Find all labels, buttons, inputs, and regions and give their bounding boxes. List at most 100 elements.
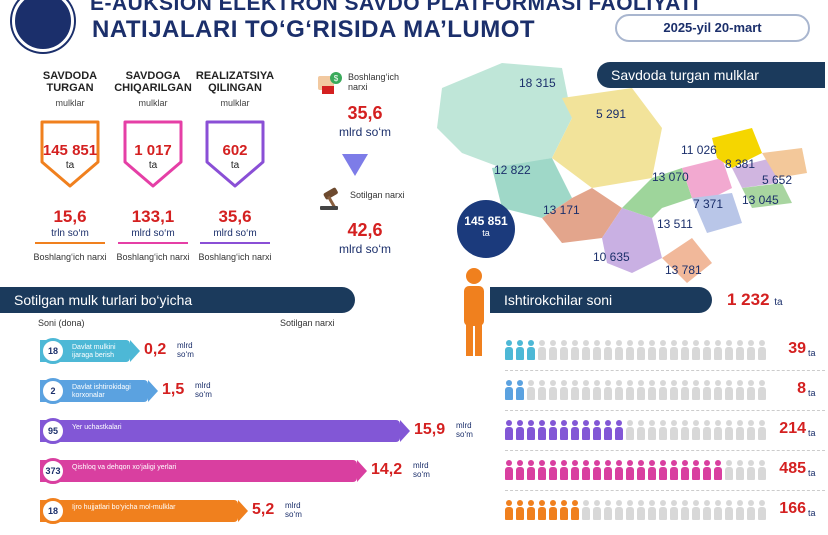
person-figure-icon — [692, 340, 700, 360]
person-figure-icon — [571, 460, 579, 480]
participant-divider — [505, 370, 825, 371]
person-figure-icon — [538, 500, 546, 520]
summary-value: 133,1 — [131, 207, 175, 226]
summary-value-unit: mlrd so‘m — [131, 228, 175, 239]
map-title: Savdoda turgan mulklar — [597, 62, 825, 88]
person-figure-icon — [505, 460, 513, 480]
person-figure-icon — [582, 420, 590, 440]
date-badge: 2025-yil 20-mart — [615, 14, 810, 42]
agency-logo — [12, 0, 74, 52]
type-bar — [40, 380, 148, 402]
person-figure-icon — [560, 380, 568, 400]
person-figure-icon — [549, 380, 557, 400]
person-figure-icon — [670, 420, 678, 440]
person-figure-icon — [571, 500, 579, 520]
region-value: 13 171 — [543, 203, 580, 217]
region-value: 12 822 — [494, 163, 531, 177]
person-figure-icon — [527, 420, 535, 440]
person-figure-icon — [505, 380, 513, 400]
person-figure-icon — [615, 380, 623, 400]
person-figure-icon — [593, 460, 601, 480]
region-value: 5 652 — [762, 173, 793, 187]
person-figure-icon — [714, 500, 722, 520]
person-figure-icon — [648, 420, 656, 440]
person-figure-icon — [571, 380, 579, 400]
summary-caption: Boshlang‘ich narxi — [198, 252, 272, 262]
person-figure-icon — [692, 380, 700, 400]
participant-row — [505, 380, 769, 405]
person-figure-icon — [736, 420, 744, 440]
map-total-badge: 145 851 ta — [457, 200, 515, 258]
person-figure-icon — [747, 380, 755, 400]
person-figure-icon — [758, 340, 766, 360]
person-figure-icon — [637, 420, 645, 440]
participant-unit: ta — [808, 508, 816, 518]
person-figure-icon — [648, 380, 656, 400]
person-figure-icon — [626, 460, 634, 480]
summary-count-unit: ta — [230, 160, 240, 171]
summary-value-unit: mlrd so‘m — [213, 228, 257, 239]
type-count: 18 — [40, 498, 66, 524]
person-figure-icon — [659, 340, 667, 360]
type-bar — [40, 500, 238, 522]
person-figure-icon — [593, 340, 601, 360]
person-figure-icon — [516, 420, 524, 440]
person-figure-icon — [549, 420, 557, 440]
person-figure-icon — [505, 500, 513, 520]
sold-price-unit: mlrd so‘m — [338, 242, 391, 256]
page-title-top: E-AUKSION ELEKTRON SAVDO PLATFORMASI FAO… — [90, 0, 700, 15]
participant-count: 8 — [797, 380, 806, 397]
type-unit-1: mlrd — [456, 421, 472, 430]
participant-unit: ta — [808, 468, 816, 478]
summary-subheading: mulklar — [138, 98, 168, 108]
person-figure-icon — [549, 460, 557, 480]
person-figure-icon — [736, 380, 744, 400]
person-figure-icon — [659, 420, 667, 440]
person-figure-icon — [538, 420, 546, 440]
participant-count: 485 — [779, 460, 806, 477]
summary-heading: SAVDODA TURGAN — [42, 70, 98, 94]
start-price-unit: mlrd so‘m — [338, 125, 391, 139]
type-label: Qishloq va dehqon xo‘jaligi yerlari — [72, 464, 177, 471]
person-figure-icon — [538, 460, 546, 480]
type-label: Ijro hujjatlari bo‘yicha mol-mulklar — [72, 504, 176, 511]
person-figure-icon — [560, 460, 568, 480]
person-figure-icon — [714, 420, 722, 440]
participants-total-unit: ta — [774, 297, 783, 308]
type-count: 2 — [40, 378, 66, 404]
participant-divider — [505, 450, 825, 451]
participant-count: 166 — [779, 500, 806, 517]
type-unit-2: so‘m — [413, 470, 430, 479]
person-figure-icon — [527, 460, 535, 480]
person-figure-icon — [692, 460, 700, 480]
summary-shield-icon — [38, 118, 102, 188]
person-figure-icon — [703, 420, 711, 440]
sold-price-value: 42,6 — [347, 220, 383, 240]
person-figure-icon — [604, 420, 612, 440]
type-label: Yer uchastkalari — [72, 424, 122, 431]
participant-unit: ta — [808, 388, 816, 398]
uzbekistan-map — [432, 58, 822, 288]
person-figure-icon — [582, 460, 590, 480]
type-bar-arrow — [130, 340, 140, 362]
person-figure-icon — [703, 340, 711, 360]
summary-heading: SAVDOGA CHIQARILGAN — [114, 70, 192, 94]
summary-subheading: mulklar — [55, 98, 85, 108]
region-value: 13 781 — [665, 263, 702, 277]
person-figure-icon — [725, 420, 733, 440]
participants-total-value: 1 232 — [727, 290, 770, 309]
type-unit-2: so‘m — [195, 390, 212, 399]
person-figure-icon — [725, 340, 733, 360]
type-unit-1: mlrd — [177, 341, 193, 350]
summary-count: 1 017 — [134, 142, 172, 159]
person-figure-icon — [681, 380, 689, 400]
summary-count-unit: ta — [148, 160, 158, 171]
person-figure-icon — [725, 500, 733, 520]
type-count: 373 — [40, 458, 66, 484]
person-figure-icon — [758, 420, 766, 440]
person-figure-icon — [747, 420, 755, 440]
map-total-unit: ta — [482, 228, 490, 238]
person-figure-icon — [637, 500, 645, 520]
person-figure-icon — [659, 460, 667, 480]
summary-subheading: mulklar — [220, 98, 250, 108]
